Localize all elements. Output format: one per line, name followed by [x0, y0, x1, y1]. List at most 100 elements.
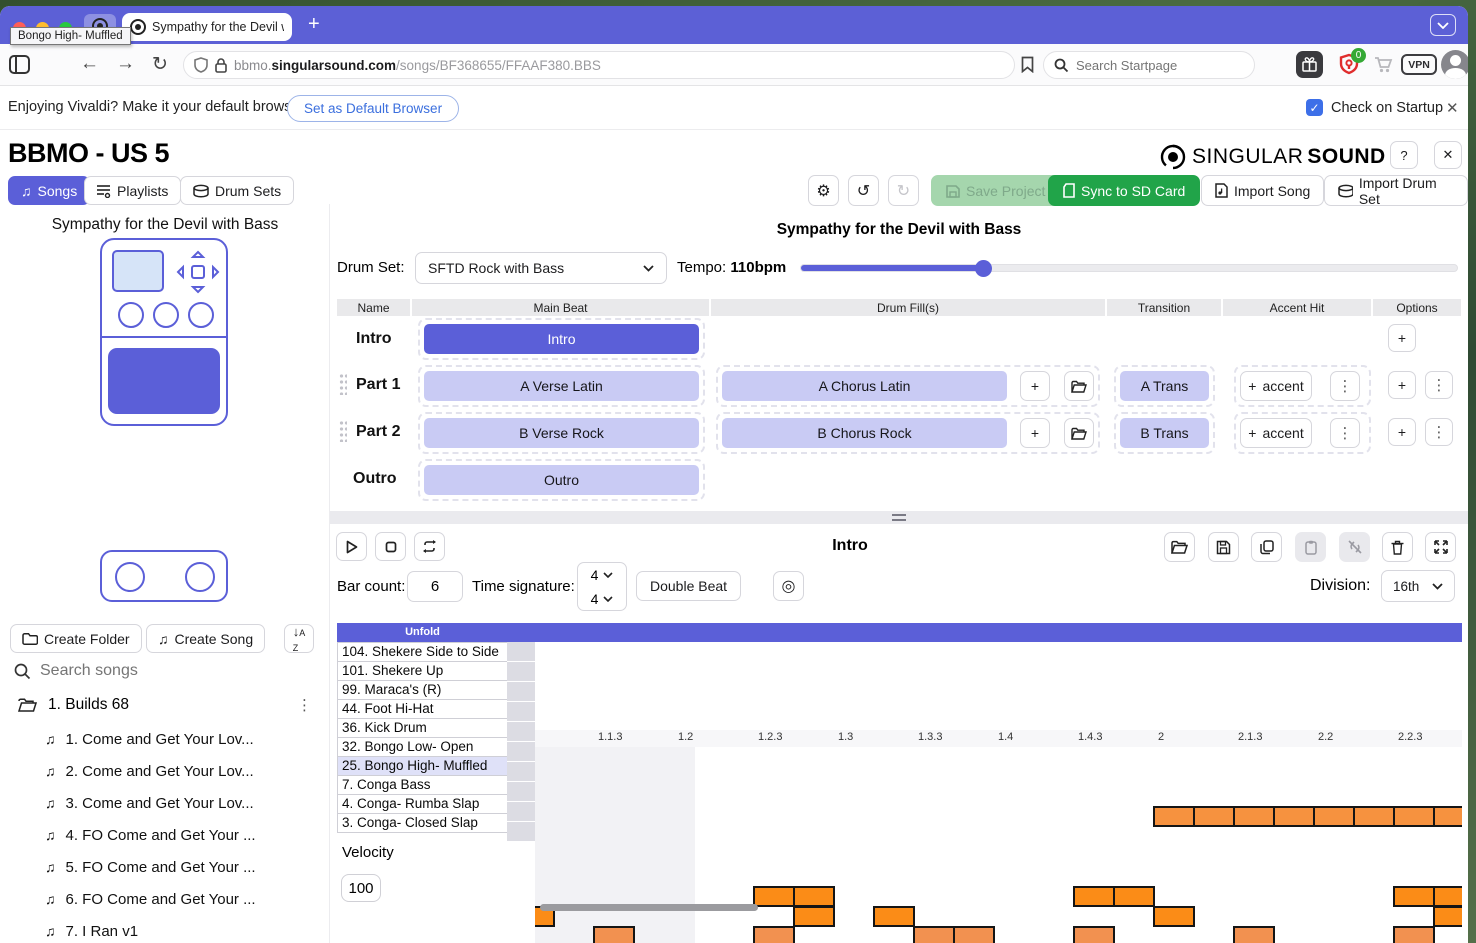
grid-note[interactable] — [1073, 926, 1115, 943]
tab-songs[interactable]: ♫ Songs — [8, 176, 91, 205]
settings-button[interactable]: ⚙ — [808, 175, 839, 206]
grid-note[interactable] — [1433, 806, 1462, 827]
check-on-startup-checkbox[interactable]: ✓ — [1306, 99, 1323, 116]
grid-note[interactable] — [593, 926, 635, 943]
grid-note[interactable] — [1353, 806, 1395, 827]
new-tab-button[interactable]: + — [308, 13, 320, 35]
transition-part1[interactable]: A Trans — [1120, 371, 1209, 401]
save-project-button[interactable]: Save Project — [931, 175, 1061, 206]
blocker-shield-icon[interactable]: 0 — [1338, 48, 1366, 76]
search-input[interactable] — [1076, 57, 1226, 73]
forward-button[interactable]: → — [116, 53, 135, 74]
tab-playlists[interactable]: Playlists — [84, 176, 182, 205]
song-list-item[interactable]: ♫ 6. FO Come and Get Your ... — [0, 884, 330, 914]
instrument-label[interactable]: 99. Maraca's (R) — [337, 680, 508, 700]
metronome-button[interactable]: ◎ — [773, 571, 804, 601]
grid-note[interactable] — [1233, 926, 1275, 943]
help-button[interactable]: ? — [1390, 141, 1418, 169]
gift-icon[interactable] — [1296, 51, 1323, 78]
cart-icon[interactable] — [1374, 56, 1394, 74]
paste-button[interactable] — [1295, 532, 1326, 562]
grid-note[interactable] — [753, 886, 795, 907]
horizontal-scrollbar[interactable] — [540, 904, 758, 911]
drag-handle[interactable] — [339, 420, 347, 442]
accent-menu-button[interactable]: ⋮ — [1330, 418, 1360, 448]
add-fill-button[interactable]: + — [1020, 371, 1050, 401]
delete-button[interactable] — [1382, 532, 1413, 562]
redo-button[interactable]: ↻ — [888, 175, 919, 206]
grid-note[interactable] — [1393, 886, 1435, 907]
instrument-label[interactable]: 101. Shekere Up — [337, 661, 508, 681]
bookmark-icon[interactable] — [1021, 56, 1034, 73]
active-tab[interactable]: Sympathy for the Devil wit — [122, 13, 292, 41]
options-add-button[interactable]: + — [1388, 418, 1416, 446]
play-button[interactable] — [336, 532, 367, 561]
grid-note[interactable] — [1153, 806, 1195, 827]
tempo-slider[interactable] — [800, 260, 1458, 277]
tab-list-chevron-button[interactable] — [1430, 14, 1456, 36]
grid-note[interactable] — [753, 926, 795, 943]
song-list-item[interactable]: ♫ 4. FO Come and Get Your ... — [0, 820, 330, 850]
browse-fill-button[interactable] — [1064, 371, 1094, 401]
shield-icon[interactable] — [194, 57, 208, 73]
drumset-select[interactable]: SFTD Rock with Bass — [415, 252, 667, 284]
folder-menu-icon[interactable]: ⋮ — [297, 697, 312, 714]
grid-note[interactable] — [1113, 886, 1155, 907]
banner-close-icon[interactable]: ✕ — [1446, 100, 1459, 117]
folder-row-builds-68[interactable]: 1. Builds 68 ⋮ — [18, 696, 318, 714]
grid-note[interactable] — [793, 906, 835, 927]
instrument-label[interactable]: 104. Shekere Side to Side — [337, 642, 508, 662]
song-list-item[interactable]: ♫ 3. Come and Get Your Lov... — [0, 788, 330, 818]
sync-sd-button[interactable]: Sync to SD Card — [1048, 175, 1201, 206]
import-song-button[interactable]: Import Song — [1201, 175, 1325, 206]
unlink-button[interactable] — [1339, 532, 1370, 562]
instrument-label[interactable]: 25. Bongo High- Muffled — [337, 756, 508, 776]
pane-divider[interactable] — [330, 511, 1468, 524]
grid-note[interactable] — [913, 926, 955, 943]
search-bar[interactable] — [1043, 51, 1255, 79]
create-song-button[interactable]: ♫ Create Song — [146, 624, 266, 653]
main-beat-part2[interactable]: B Verse Rock — [424, 418, 699, 448]
instrument-label[interactable]: 32. Bongo Low- Open — [337, 737, 508, 757]
address-bar[interactable]: bbmo.singularsound.com/songs/BF368655/FF… — [183, 51, 1015, 79]
add-accent-button[interactable]: + accent — [1240, 371, 1312, 401]
grid-note[interactable] — [953, 926, 995, 943]
search-songs-input[interactable] — [40, 662, 280, 680]
stop-button[interactable] — [375, 532, 406, 561]
set-default-browser-button[interactable]: Set as Default Browser — [287, 95, 460, 122]
add-accent-button[interactable]: + accent — [1240, 418, 1312, 448]
grid-note[interactable] — [1393, 926, 1435, 943]
options-menu-button[interactable]: ⋮ — [1425, 418, 1453, 446]
options-add-button[interactable]: + — [1388, 324, 1416, 352]
undo-button[interactable]: ↺ — [848, 175, 879, 206]
drag-handle[interactable] — [339, 373, 347, 395]
grid-note[interactable] — [1153, 906, 1195, 927]
open-button[interactable] — [1164, 532, 1195, 562]
grid-note[interactable] — [1313, 806, 1355, 827]
instrument-label[interactable]: 7. Conga Bass — [337, 775, 508, 795]
back-button[interactable]: ← — [80, 53, 99, 74]
avatar[interactable] — [1441, 50, 1468, 79]
lock-icon[interactable] — [215, 57, 227, 73]
grid-note[interactable] — [1073, 886, 1115, 907]
main-beat-part1[interactable]: A Verse Latin — [424, 371, 699, 401]
song-list-item[interactable]: ♫ 2. Come and Get Your Lov... — [0, 756, 330, 786]
expand-button[interactable] — [1425, 532, 1456, 562]
drum-fill-part1[interactable]: A Chorus Latin — [722, 371, 1007, 401]
panel-toggle-icon[interactable] — [9, 54, 31, 76]
import-drumset-button[interactable]: Import Drum Set — [1324, 175, 1468, 207]
song-list-item[interactable]: ♫ 7. I Ran v1 — [0, 916, 330, 943]
bar-count-input[interactable] — [407, 571, 463, 602]
options-menu-button[interactable]: ⋮ — [1425, 371, 1453, 399]
copy-button[interactable] — [1251, 532, 1282, 562]
drum-fill-part2[interactable]: B Chorus Rock — [722, 418, 1007, 448]
options-add-button[interactable]: + — [1388, 371, 1416, 399]
time-signature-select[interactable]: 4 4 — [577, 562, 627, 611]
add-fill-button[interactable]: + — [1020, 418, 1050, 448]
beat-grid[interactable]: 1.1.3 1.2 1.2.3 1.3 1.3.3 1.4 1.4.3 2 2.1.3 2.2 2.… — [535, 730, 1462, 943]
loop-button[interactable] — [414, 532, 445, 561]
grid-note[interactable] — [1433, 886, 1462, 907]
song-list-item[interactable]: ♫ 5. FO Come and Get Your ... — [0, 852, 330, 882]
double-beat-button[interactable]: Double Beat — [636, 571, 742, 601]
transition-part2[interactable]: B Trans — [1120, 418, 1209, 448]
